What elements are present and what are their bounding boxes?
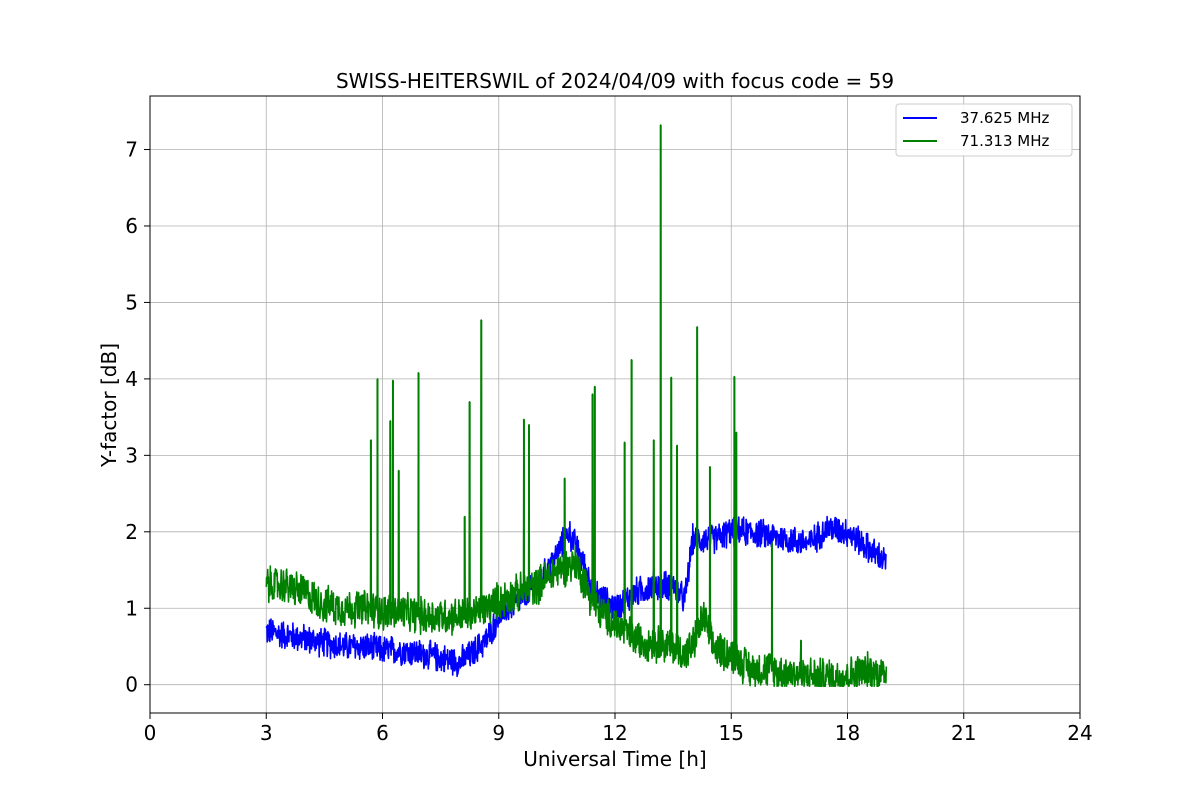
x-tick-label: 6 <box>376 721 389 745</box>
series-line-37mhz <box>265 515 888 678</box>
legend-label-37mhz: 37.625 MHz <box>960 109 1049 127</box>
x-axis-label: Universal Time [h] <box>523 747 706 771</box>
chart-title: SWISS-HEITERSWIL of 2024/04/09 with focu… <box>336 69 894 93</box>
y-axis-label: Y-factor [dB] <box>97 343 121 468</box>
y-tick-label: 2 <box>125 520 138 544</box>
x-tick-label: 24 <box>1067 721 1092 745</box>
x-tick-label: 3 <box>260 721 273 745</box>
x-tick-label: 0 <box>144 721 157 745</box>
x-tick-label: 12 <box>602 721 627 745</box>
legend-label-71mhz: 71.313 MHz <box>960 132 1049 150</box>
y-tick-label: 5 <box>125 290 138 314</box>
x-tick-label: 18 <box>835 721 860 745</box>
y-tick-label: 0 <box>125 673 138 697</box>
x-tick-label: 9 <box>492 721 505 745</box>
y-tick-label: 1 <box>125 596 138 620</box>
x-tick-label: 15 <box>719 721 744 745</box>
y-tick-label: 6 <box>125 214 138 238</box>
y-tick-label: 7 <box>125 138 138 162</box>
x-tick-label: 21 <box>951 721 976 745</box>
series-layer <box>265 124 888 687</box>
y-tick-label: 4 <box>125 367 138 391</box>
legend-box <box>895 103 1073 157</box>
y-tick-label: 3 <box>125 443 138 467</box>
legend: 37.625 MHz 71.313 MHz <box>895 103 1073 157</box>
series-line-71mhz <box>265 124 888 687</box>
